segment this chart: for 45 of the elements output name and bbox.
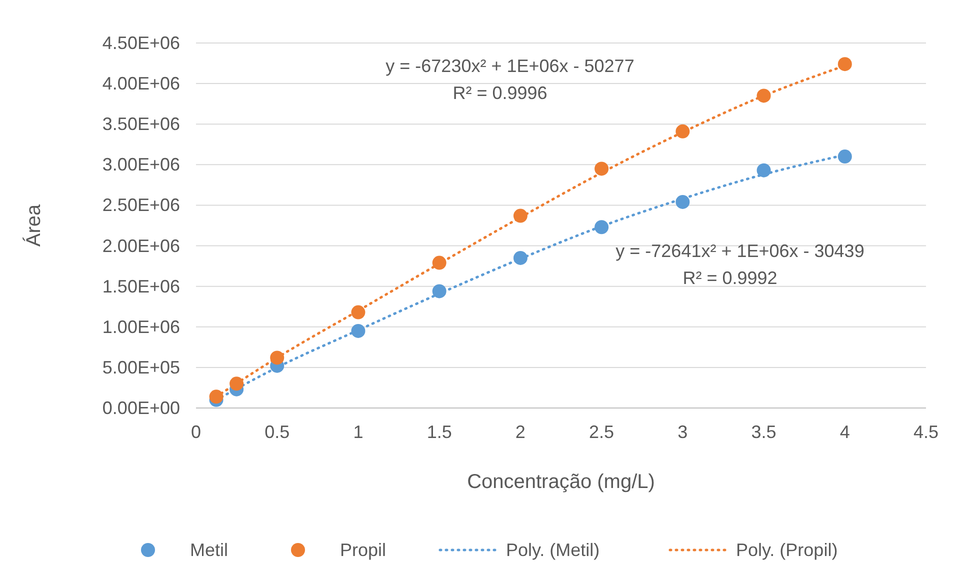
y-tick-label: 1.50E+06 [102, 276, 180, 296]
x-tick-label: 0.5 [264, 422, 290, 442]
point [513, 208, 528, 223]
x-tick-label: 4 [840, 422, 850, 442]
point [432, 256, 446, 270]
point [676, 124, 690, 138]
y-tick-label: 2.50E+06 [102, 195, 180, 216]
x-axis-title: Concentração (mg/L) [467, 471, 655, 493]
point [209, 390, 224, 404]
point [230, 376, 244, 391]
point [432, 284, 446, 298]
point [838, 150, 852, 164]
legend-label: Propil [340, 540, 386, 560]
y-tick-label: 0.00E+00 [102, 398, 180, 418]
point [838, 57, 852, 72]
legend-label: Metil [190, 540, 228, 560]
x-tick-label: 1.5 [426, 422, 452, 442]
y-tick-label: 3.00E+06 [102, 154, 180, 175]
y-tick-label: 3.50E+06 [102, 114, 180, 134]
x-tick-label: 4.5 [913, 422, 939, 442]
y-tick-label: 4.50E+06 [102, 33, 180, 53]
point [351, 305, 366, 320]
legend-label: Poly. (Propil) [736, 540, 838, 560]
point [513, 250, 528, 265]
legend-label: Poly. (Metil) [506, 540, 600, 560]
y-tick-label: 2.00E+06 [102, 236, 180, 256]
y-tick-label: 1.00E+06 [102, 316, 180, 337]
y-axis-title: Área [22, 204, 45, 247]
y-tick-label: 4.00E+06 [102, 74, 180, 94]
point [756, 88, 771, 103]
point [756, 163, 771, 178]
annotation: y = -67230x² + 1E+06x - 50277 R² = 0.9996 [386, 56, 634, 103]
point [676, 194, 690, 209]
point [594, 220, 609, 234]
point [594, 162, 609, 176]
x-tick-label: 3 [678, 422, 688, 442]
point [351, 324, 366, 338]
x-tick-label: 0 [190, 422, 202, 442]
annotation: y = -72641x² + 1E+06x - 30439 R² = 0.9992 [616, 241, 864, 288]
x-tick-label: 2.5 [589, 422, 614, 442]
x-tick-label: 1 [353, 422, 364, 442]
y-tick-label: 5.00E+05 [102, 357, 180, 378]
point [270, 350, 284, 365]
x-tick-label: 2 [515, 422, 526, 442]
x-tick-label: 3.5 [751, 422, 776, 442]
